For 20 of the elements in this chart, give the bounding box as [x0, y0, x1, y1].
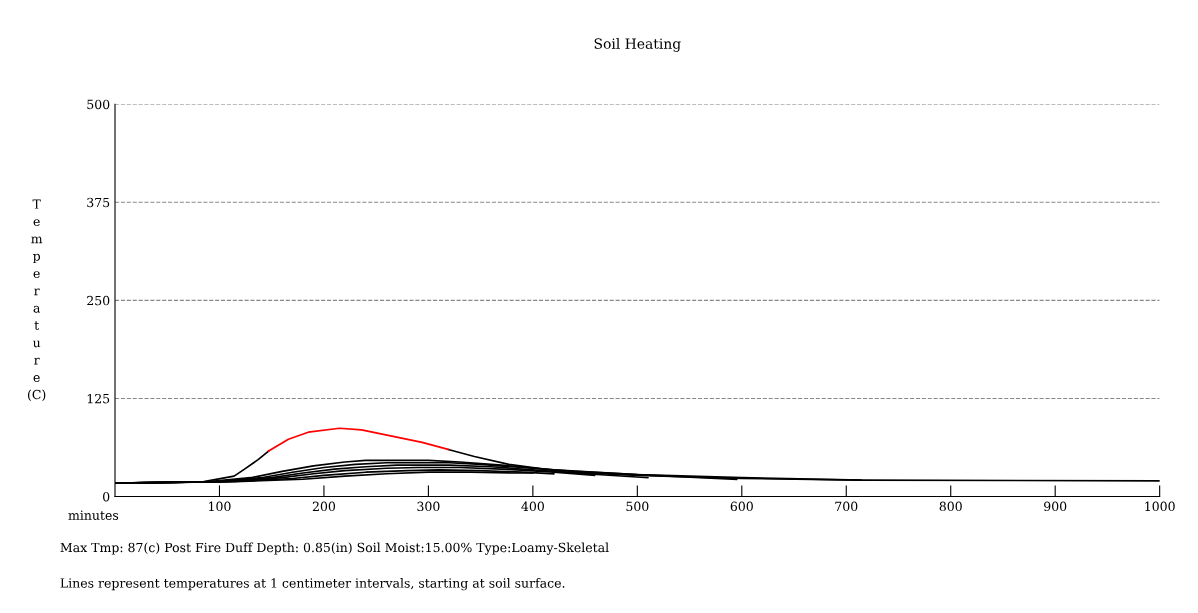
x-tick-label: 200: [312, 501, 336, 512]
y-tick-label: 125: [87, 393, 110, 404]
x-tick-label: 700: [835, 501, 858, 512]
y-tick-label: 500: [87, 99, 110, 110]
x-axis-title: minutes: [68, 510, 119, 520]
x-tick-label: 900: [1044, 501, 1067, 512]
y-tick-label: 0: [103, 492, 110, 502]
x-tick-label: 800: [939, 501, 962, 512]
text: Lines represent temperatures at 1 centimeter intervals, starting at soil surface.: [60, 578, 565, 591]
x-tick-label: 300: [417, 501, 440, 512]
text: Max Tmp: 87(c) Post Fire Duff Depth: 0.85(in) Soil Moist:15.00% Type:Loamy-Skeletal: [60, 542, 609, 555]
y-tick-label: 250: [87, 295, 110, 306]
chart-title: Soil Heating: [594, 38, 681, 52]
x-tick-label: 100: [209, 501, 231, 512]
x-tick-label: 600: [730, 501, 753, 512]
x-tick-label: 1000: [1145, 501, 1175, 512]
y-tick-label: 375: [87, 197, 110, 208]
x-tick-label: 400: [521, 501, 544, 512]
text: Temperature (C): [27, 199, 46, 402]
x-tick-label: 500: [626, 501, 649, 512]
